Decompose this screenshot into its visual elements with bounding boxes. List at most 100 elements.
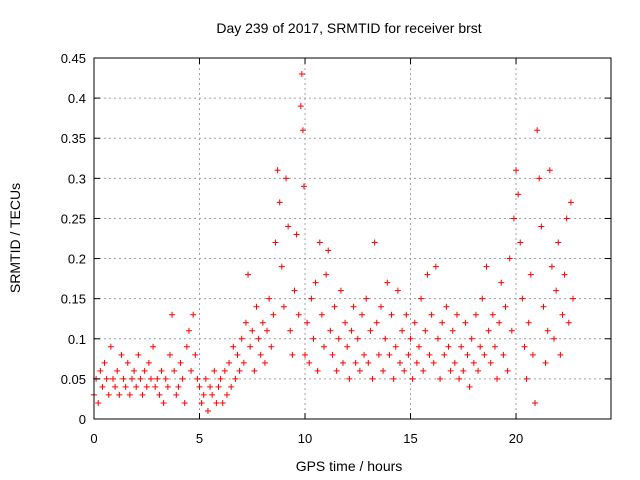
data-point <box>553 287 560 294</box>
data-point <box>223 391 230 398</box>
data-point <box>390 375 397 382</box>
data-point <box>230 343 237 350</box>
data-point <box>515 191 522 198</box>
data-point <box>445 343 452 350</box>
data-point <box>300 183 307 190</box>
data-point <box>519 295 526 302</box>
data-point <box>411 319 418 326</box>
data-point <box>344 343 351 350</box>
data-point <box>257 351 264 358</box>
data-point <box>160 399 167 406</box>
data-point <box>415 343 422 350</box>
data-point <box>424 271 431 278</box>
data-point <box>209 391 216 398</box>
data-point <box>441 351 448 358</box>
data-point <box>498 279 505 286</box>
data-point <box>122 383 129 390</box>
y-tick-label: 0.3 <box>68 171 86 186</box>
data-point <box>483 263 490 270</box>
data-point <box>179 375 186 382</box>
data-point <box>536 175 543 182</box>
data-point <box>453 311 460 318</box>
data-point <box>559 311 566 318</box>
data-point <box>213 399 220 406</box>
data-point <box>169 311 176 318</box>
data-point <box>285 223 292 230</box>
data-point <box>137 375 144 382</box>
y-tick-label: 0.15 <box>61 292 86 307</box>
data-point <box>181 399 188 406</box>
data-point <box>232 375 239 382</box>
data-point <box>318 311 325 318</box>
data-point <box>143 383 150 390</box>
data-point <box>337 287 344 294</box>
data-point <box>434 335 441 342</box>
data-point <box>124 359 131 366</box>
data-point <box>396 359 403 366</box>
data-point <box>409 375 416 382</box>
data-point <box>405 351 412 358</box>
data-point <box>382 335 389 342</box>
data-point <box>502 303 509 310</box>
data-point <box>470 359 477 366</box>
data-point <box>335 335 342 342</box>
data-point <box>426 351 433 358</box>
data-point <box>297 103 304 110</box>
data-point <box>510 215 517 222</box>
data-point <box>253 303 260 310</box>
data-point <box>302 351 309 358</box>
data-point <box>358 311 365 318</box>
data-point <box>103 375 110 382</box>
data-point <box>373 319 380 326</box>
data-point <box>327 327 334 334</box>
data-point <box>437 375 444 382</box>
data-point <box>489 311 496 318</box>
data-point <box>342 319 349 326</box>
data-point <box>105 391 112 398</box>
data-point <box>266 295 273 302</box>
data-point <box>460 367 467 374</box>
data-point <box>112 383 119 390</box>
data-point <box>226 359 233 366</box>
data-point <box>487 359 494 366</box>
data-point <box>261 359 268 366</box>
data-point <box>346 375 353 382</box>
data-point <box>145 359 152 366</box>
data-point <box>270 311 277 318</box>
data-point <box>506 255 513 262</box>
data-point <box>247 343 254 350</box>
data-point <box>194 375 201 382</box>
data-point <box>418 295 425 302</box>
data-point <box>534 127 541 134</box>
data-point <box>274 167 281 174</box>
data-point <box>291 287 298 294</box>
data-point <box>420 367 427 374</box>
data-point <box>141 367 148 374</box>
data-point <box>308 295 315 302</box>
y-tick-label: 0 <box>79 412 86 427</box>
data-point <box>154 375 161 382</box>
data-point <box>375 351 382 358</box>
x-tick-label: 20 <box>509 431 523 446</box>
data-point <box>238 335 245 342</box>
data-point <box>147 375 154 382</box>
data-point <box>363 295 370 302</box>
data-point <box>525 319 532 326</box>
data-point <box>384 279 391 286</box>
data-point <box>557 351 564 358</box>
data-point <box>204 407 211 414</box>
data-point <box>139 391 146 398</box>
x-tick-label: 5 <box>196 431 203 446</box>
data-point <box>329 351 336 358</box>
data-point <box>521 343 528 350</box>
data-point <box>171 367 178 374</box>
data-point <box>314 367 321 374</box>
data-point <box>481 351 488 358</box>
data-point <box>352 359 359 366</box>
data-point <box>114 367 121 374</box>
y-tick-label: 0.35 <box>61 131 86 146</box>
data-point <box>413 359 420 366</box>
data-point <box>456 375 463 382</box>
data-point <box>542 359 549 366</box>
data-point <box>451 359 458 366</box>
